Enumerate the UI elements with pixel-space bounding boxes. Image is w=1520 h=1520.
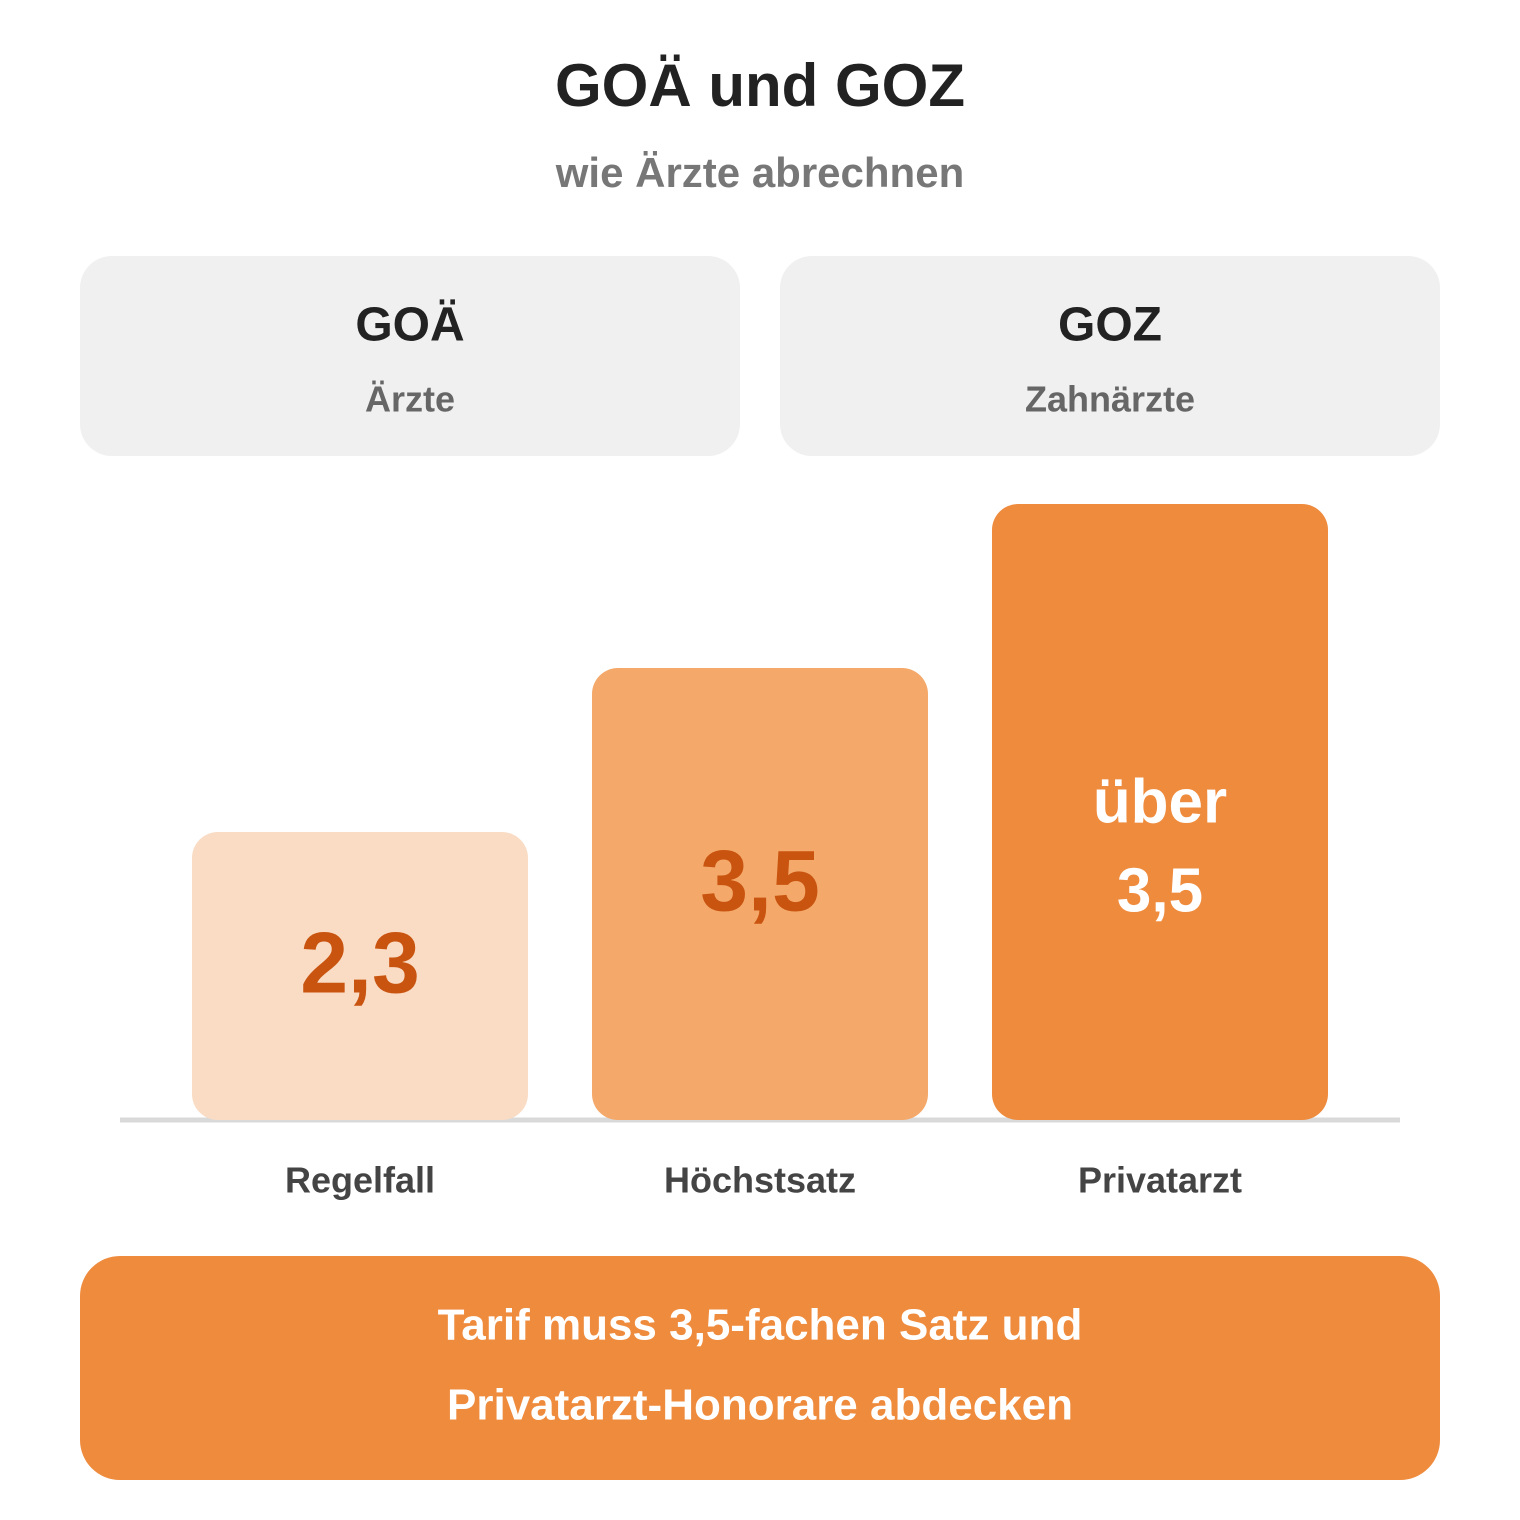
card: [80, 256, 740, 456]
card-subtitle: Zahnärzte: [1025, 379, 1195, 420]
footer-text: Tarif muss 3,5-fachen Satz und: [438, 1301, 1083, 1350]
card-subtitle: Ärzte: [365, 379, 455, 420]
category-label: Regelfall: [285, 1160, 435, 1201]
bar: [592, 668, 928, 1120]
card-title: GOÄ: [355, 299, 464, 352]
bar-label: 3,5: [700, 834, 820, 930]
bar-label: über: [1093, 767, 1227, 836]
bar-label: 2,3: [300, 916, 420, 1012]
subtitle: wie Ärzte abrechnen: [555, 149, 964, 196]
card-title: GOZ: [1058, 299, 1162, 352]
category-label: Privatarzt: [1078, 1160, 1242, 1201]
category-label: Höchstsatz: [664, 1160, 856, 1201]
footer-box: [80, 1256, 1440, 1480]
footer-text: Privatarzt-Honorare abdecken: [447, 1381, 1073, 1430]
bar: [192, 832, 528, 1120]
bar-label: 3,5: [1117, 856, 1203, 925]
bar: [992, 504, 1328, 1120]
title: GOÄ und GOZ: [555, 52, 965, 119]
card: [780, 256, 1440, 456]
